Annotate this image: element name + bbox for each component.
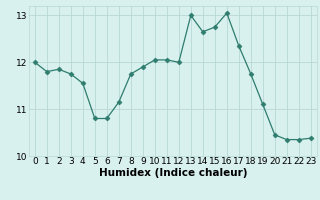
X-axis label: Humidex (Indice chaleur): Humidex (Indice chaleur): [99, 168, 247, 178]
